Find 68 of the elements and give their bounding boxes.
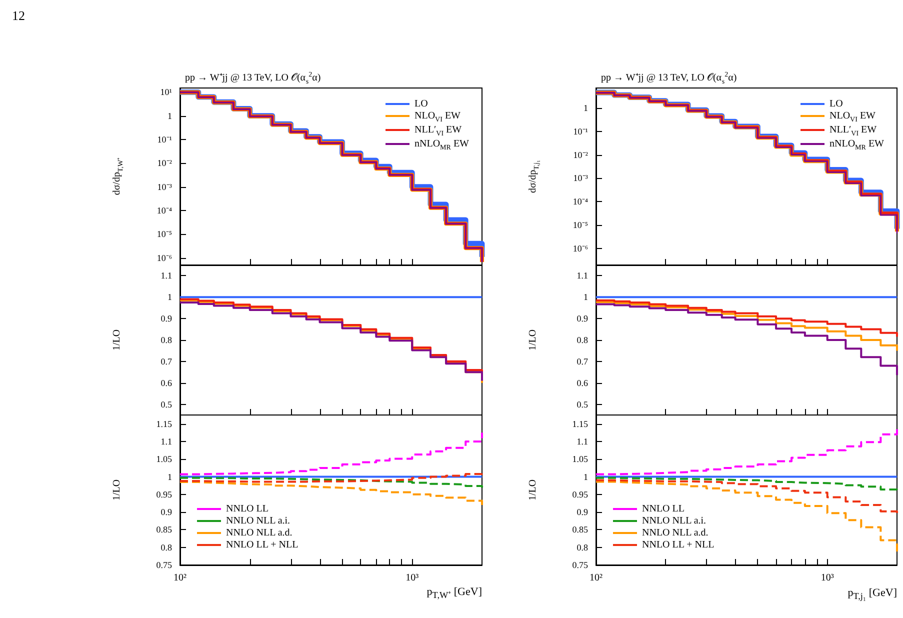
y-tick-label: 0.75 — [156, 560, 172, 570]
y-tick-label: 0.7 — [576, 356, 588, 366]
legend-label: NNLO LL — [226, 504, 268, 514]
legend-label: LO — [414, 98, 428, 110]
x-tick-label: 10³ — [820, 572, 834, 584]
y-axis-title: 1/LO — [528, 329, 538, 351]
legend-label: NNLO LL + NLL — [226, 540, 298, 550]
y-tick-label: 1.1 — [576, 270, 588, 281]
y-tick-label: 10⁻² — [573, 150, 588, 160]
y-tick-label: 0.7 — [160, 356, 172, 366]
y-tick-label: 10⁻³ — [157, 182, 172, 192]
y-tick-label: 10⁻² — [157, 158, 172, 168]
y-tick-label: 0.85 — [572, 524, 588, 535]
y-tick-label: 0.95 — [156, 489, 172, 500]
x-tick-label: 10³ — [406, 572, 419, 584]
y-tick-label: 1.1 — [160, 436, 172, 446]
y-tick-label: 0.75 — [572, 560, 588, 570]
y-tick-label: 10⁻⁵ — [572, 220, 588, 230]
legend-label: NNLO NLL a.i. — [642, 516, 706, 526]
y-tick-label: 0.9 — [160, 507, 172, 518]
y-axis-title: 1/LO — [112, 479, 122, 501]
y-tick-label: 1.05 — [156, 454, 172, 464]
y-tick-label: 10⁻⁵ — [156, 229, 172, 240]
y-tick-label: 10¹ — [160, 87, 172, 98]
x-axis-title: p$_{T,j₁}$ [GeV] — [848, 586, 897, 601]
y-tick-label: 0.5 — [576, 399, 588, 410]
y-tick-label: 10⁻⁴ — [572, 196, 588, 207]
legend-label: NNLO NLL a.i. — [226, 516, 290, 526]
y-tick-label: 1 — [168, 110, 172, 121]
y-tick-label: 0.9 — [576, 507, 588, 518]
y-tick-label: 10⁻¹ — [573, 126, 588, 136]
y-tick-label: 0.9 — [576, 314, 588, 324]
y-tick-label: 1 — [584, 102, 588, 113]
y-axis-title: 1/LO — [112, 329, 122, 351]
y-tick-label: 10⁻¹ — [157, 134, 172, 145]
y-tick-label: 0.95 — [572, 489, 588, 500]
y-tick-label: 10⁻⁴ — [156, 206, 172, 216]
y-tick-label: 1.1 — [576, 436, 588, 446]
x-tick-label: 10² — [590, 572, 602, 584]
y-tick-label: 0.5 — [160, 399, 172, 410]
y-tick-label: 1.05 — [572, 454, 588, 464]
y-tick-label: 1.15 — [572, 418, 588, 429]
y-tick-label: 10⁻³ — [573, 173, 588, 184]
y-tick-label: 0.8 — [576, 335, 588, 345]
y-tick-label: 1 — [168, 472, 172, 482]
y-tick-label: 1.1 — [160, 270, 172, 281]
legend-label: NNLO NLL a.d. — [226, 528, 292, 538]
y-tick-label: 0.6 — [576, 378, 588, 388]
y-tick-label: 1.15 — [156, 418, 172, 429]
legend-label: NNLO NLL a.d. — [642, 528, 708, 538]
y-tick-label: 0.9 — [160, 314, 172, 324]
y-tick-label: 1 — [584, 292, 588, 302]
y-tick-label: 1 — [584, 472, 588, 482]
y-tick-label: 0.6 — [160, 378, 172, 388]
y-tick-label: 0.85 — [156, 524, 172, 535]
y-tick-label: 0.8 — [576, 542, 588, 552]
y-tick-label: 0.8 — [160, 335, 172, 345]
text: 12 — [12, 8, 25, 24]
y-tick-label: 1 — [168, 292, 172, 302]
legend-label: NNLO LL + NLL — [642, 540, 714, 550]
x-axis-title: p$_{T,W⁺}$ [GeV] — [426, 586, 482, 601]
y-tick-label: 0.8 — [160, 542, 172, 552]
x-tick-label: 10² — [174, 572, 186, 584]
y-tick-label: 10⁻⁶ — [156, 252, 172, 263]
legend-label: NNLO LL — [642, 504, 684, 514]
y-axis-title: 1/LO — [528, 479, 538, 501]
y-tick-label: 10⁻⁶ — [572, 244, 588, 254]
legend-label: LO — [830, 98, 843, 110]
